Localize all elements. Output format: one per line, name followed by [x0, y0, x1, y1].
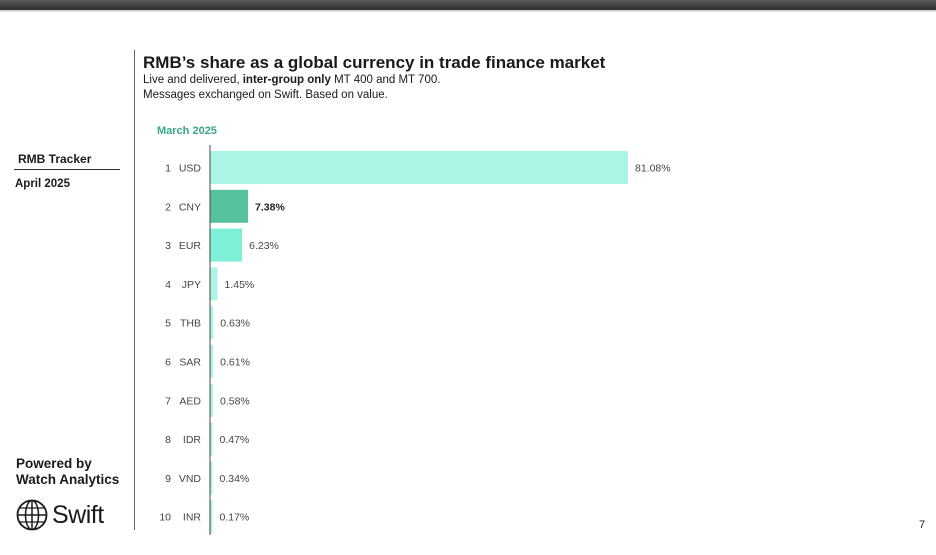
category-label: AED [179, 395, 201, 407]
category-label: JPY [182, 279, 201, 291]
powered-line-2: Watch Analytics [16, 472, 120, 487]
bar-thb [210, 306, 214, 340]
bar-aed [210, 383, 213, 417]
powered-by-text: Powered by Watch Analytics [16, 456, 119, 488]
vertical-divider [134, 50, 135, 530]
value-label: 0.58% [220, 395, 250, 407]
bar-cny [210, 189, 249, 223]
rank-label: 4 [165, 279, 171, 291]
category-label: USD [179, 163, 202, 175]
bar-vnd [210, 461, 213, 495]
rank-label: 9 [165, 473, 171, 485]
rank-label: 1 [165, 163, 171, 175]
bar-chart: 1 USD 81.08% 2 CNY 7.38% 3 EUR 6.23% 4 JPY 1.45% 5 TH… [159, 145, 671, 535]
rank-label: 5 [165, 318, 171, 330]
subtitle-post: MT 400 and MT 700. [330, 74, 441, 86]
sidebar-title: RMB Tracker [18, 152, 92, 166]
value-label: 6.23% [249, 240, 279, 252]
value-label: 0.17% [220, 512, 250, 524]
category-label: VND [179, 473, 202, 485]
page-number: 7 [919, 519, 926, 531]
rank-label: 6 [165, 357, 171, 369]
value-label: 0.63% [220, 318, 250, 330]
category-label: EUR [179, 240, 202, 252]
bar-jpy [210, 267, 218, 301]
category-label: INR [183, 512, 202, 524]
sidebar-date: April 2025 [15, 178, 70, 190]
chart-subtitle-line-2: Messages exchanged on Swift. Based on va… [143, 89, 388, 101]
chart-subtitle-line-1: Live and delivered, inter-group only MT … [143, 74, 440, 86]
rank-label: 3 [165, 240, 171, 252]
category-label: CNY [179, 201, 201, 213]
value-label: 0.61% [220, 357, 250, 369]
period-label: March 2025 [157, 125, 217, 137]
bar-sar [210, 345, 214, 378]
rank-label: 2 [165, 201, 171, 213]
bar-usd [210, 151, 628, 184]
value-label: 81.08% [635, 163, 671, 175]
window-top-bar-edge [0, 10, 936, 12]
sidebar-divider [14, 169, 120, 170]
category-label: IDR [183, 434, 202, 446]
category-label: SAR [179, 357, 201, 369]
rank-label: 10 [159, 512, 171, 524]
rank-label: 8 [165, 434, 171, 446]
value-label: 1.45% [224, 279, 254, 291]
value-label: 7.38% [255, 201, 285, 213]
subtitle-pre: Live and delivered, [143, 74, 243, 86]
category-label: THB [180, 318, 201, 330]
swift-logo: Swift [16, 499, 104, 531]
bar-idr [210, 422, 213, 456]
logo-text: Swift [52, 500, 104, 529]
powered-line-1: Powered by [16, 456, 92, 471]
value-label: 0.34% [220, 473, 250, 485]
rank-label: 7 [165, 395, 171, 407]
value-label: 0.47% [220, 434, 250, 446]
bar-eur [210, 228, 243, 262]
subtitle-bold: inter-group only [242, 74, 331, 86]
globe-icon [16, 499, 48, 531]
chart-title: RMB’s share as a global currency in trad… [143, 53, 606, 72]
bar-inr [210, 500, 213, 534]
window-top-bar [0, 0, 936, 10]
